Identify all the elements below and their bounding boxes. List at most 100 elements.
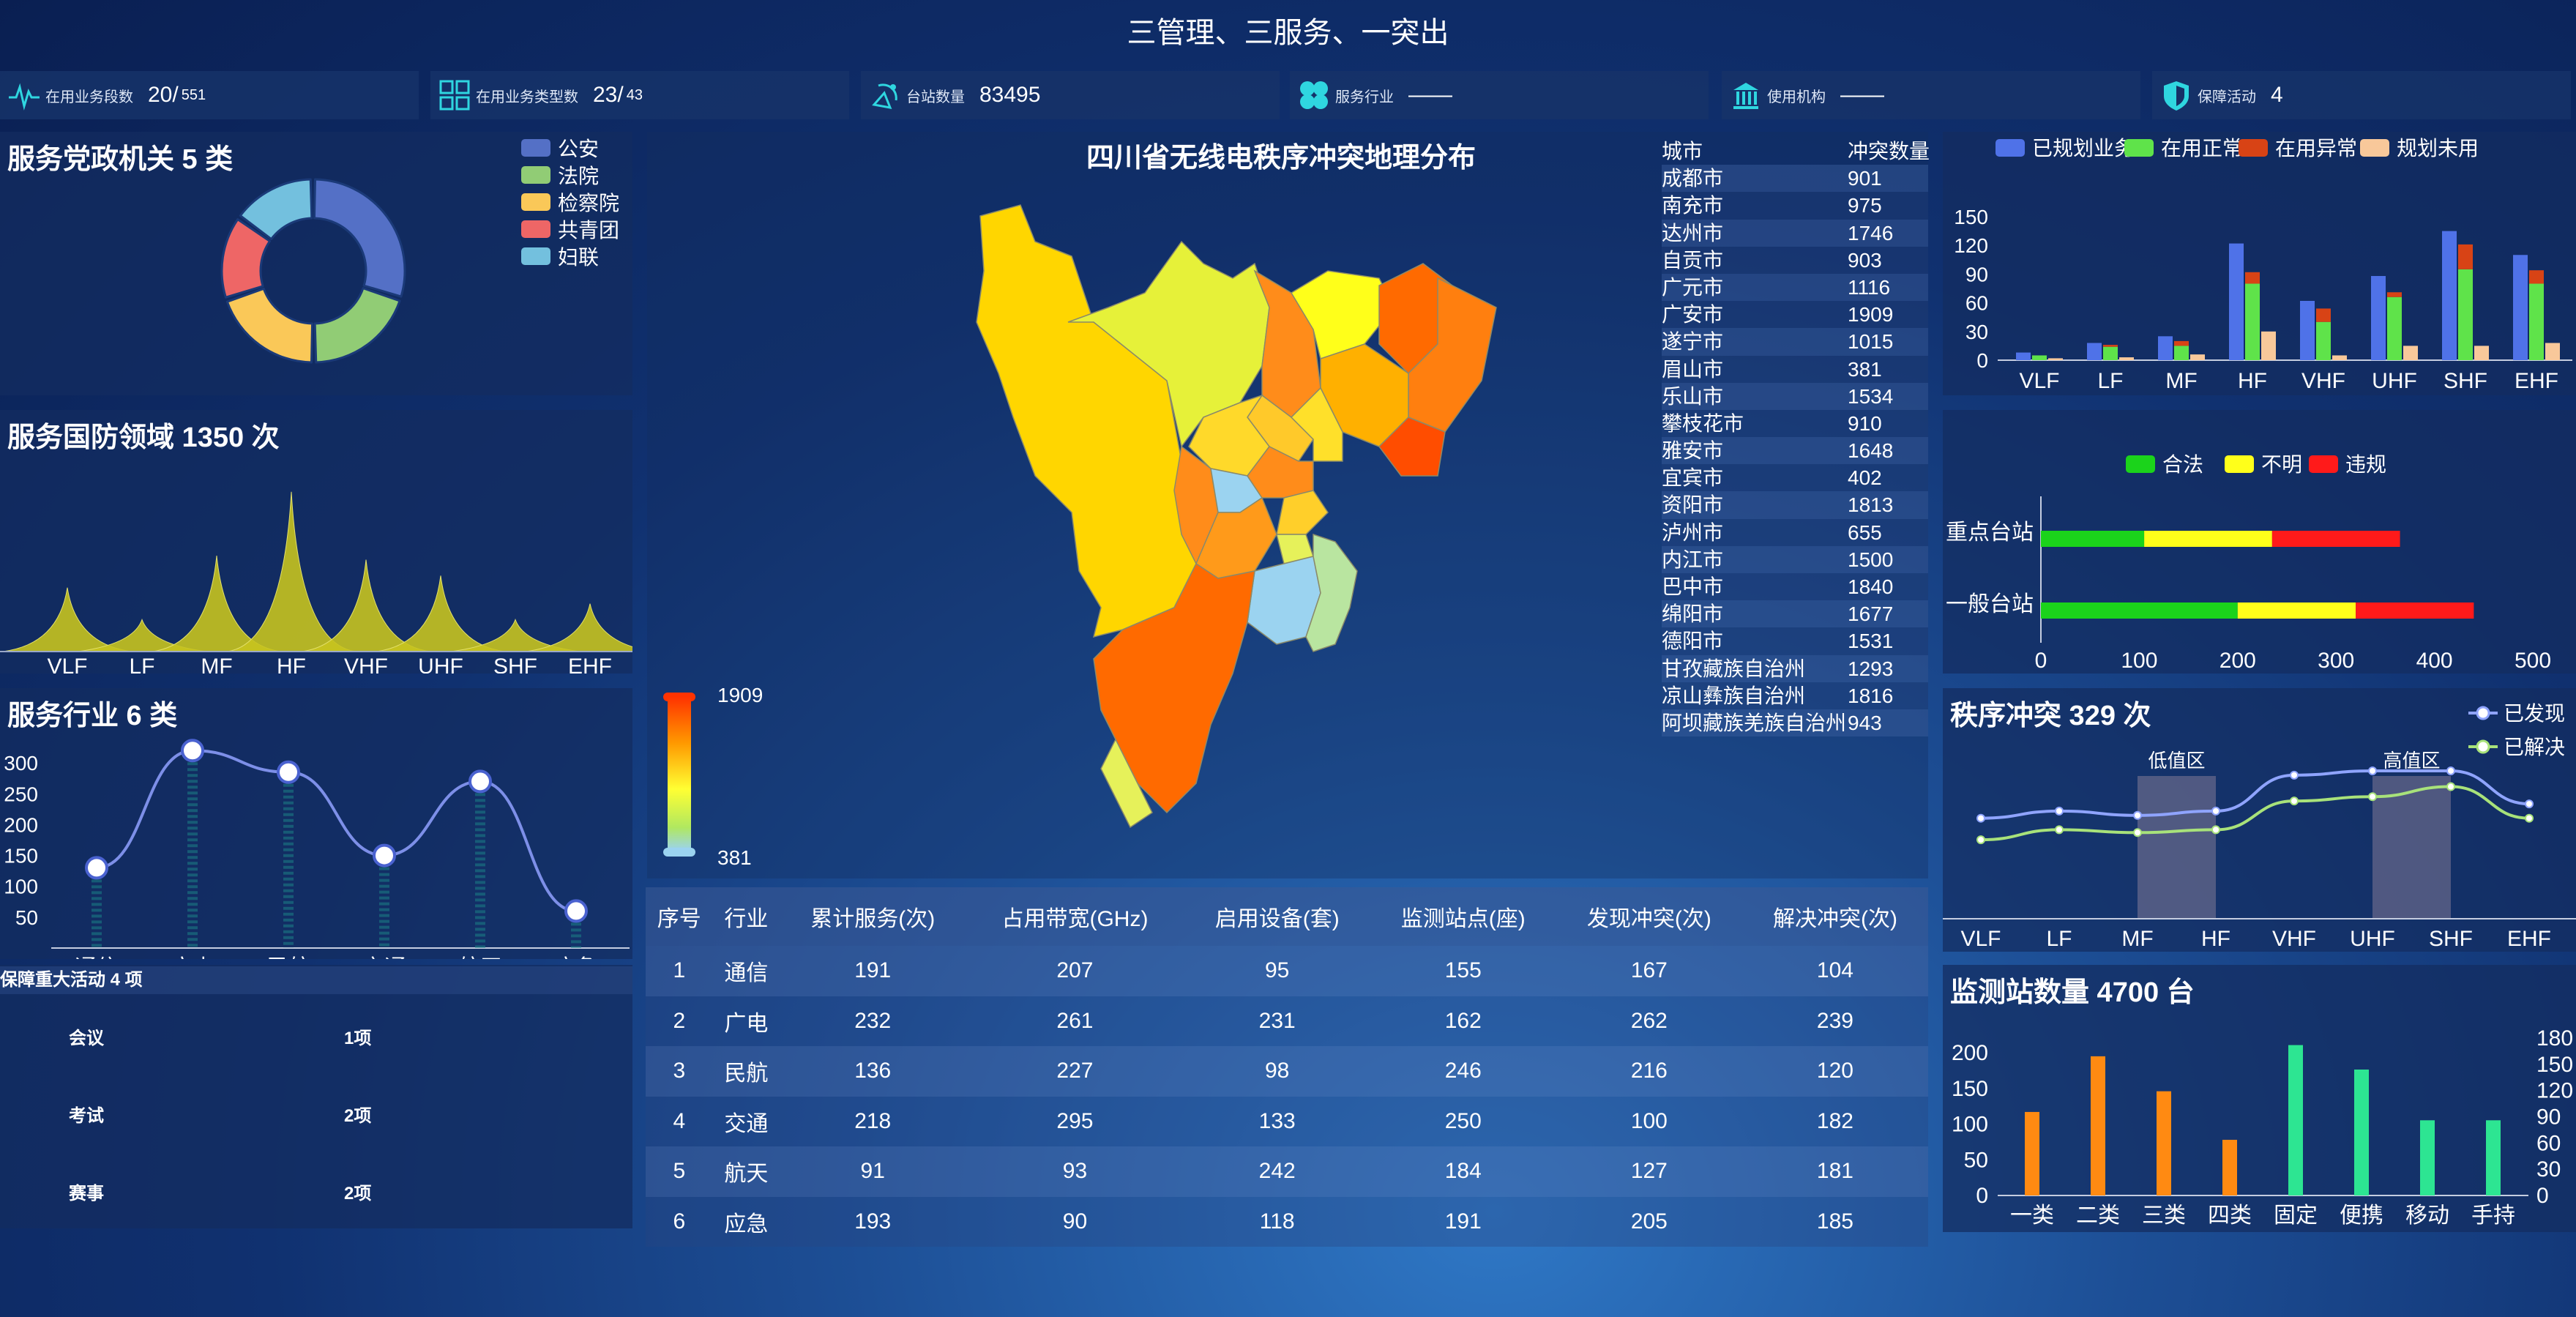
legend-marker[interactable]	[2476, 706, 2490, 720]
monitor-bar-3[interactable]	[2222, 1139, 2237, 1195]
table-row[interactable]: 5 航天 91 93 242 184 127 181	[646, 1146, 1928, 1197]
legend-swatch[interactable]	[2124, 139, 2154, 157]
conflict-point[interactable]	[1976, 813, 1985, 823]
legend-swatch[interactable]	[2225, 455, 2254, 473]
legend-label[interactable]: 已解决	[2504, 736, 2565, 758]
legend-label[interactable]: 已规划业务	[2032, 137, 2135, 160]
table-header-cell[interactable]: 行业	[712, 887, 780, 946]
conflict-point[interactable]	[2525, 813, 2534, 823]
table-row[interactable]: 6 应急 193 90 118 191 205 185	[646, 1196, 1928, 1247]
conflict-point[interactable]	[2446, 766, 2455, 775]
legend-label[interactable]: 不明	[2261, 453, 2302, 476]
monitor-bar-2[interactable]	[2157, 1091, 2171, 1195]
bar-abnormal-7[interactable]	[2529, 270, 2544, 284]
table-header-cell[interactable]: 发现冲突(次)	[1556, 887, 1742, 946]
legend-swatch[interactable]	[2309, 455, 2338, 473]
legend-swatch[interactable]	[1996, 139, 2025, 157]
pie-slice-1[interactable]	[313, 287, 401, 364]
monitor-bar-5[interactable]	[2354, 1070, 2369, 1195]
stack-segment-1-1[interactable]	[2237, 602, 2356, 619]
table-header-cell[interactable]: 启用设备(套)	[1184, 887, 1370, 946]
legend-label[interactable]: 已发现	[2504, 702, 2565, 725]
table-header-cell[interactable]: 占用带宽(GHz)	[966, 887, 1184, 946]
industry-point-2[interactable]	[277, 760, 300, 784]
industry-point-1[interactable]	[181, 739, 204, 763]
bar-planned-4[interactable]	[2300, 300, 2315, 360]
bar-normal-7[interactable]	[2529, 283, 2544, 360]
bar-abnormal-5[interactable]	[2387, 292, 2402, 297]
monitor-bar-0[interactable]	[2025, 1111, 2039, 1195]
pie-slice-3[interactable]	[220, 218, 272, 299]
area-peak-5[interactable]	[376, 575, 506, 652]
legend-swatch[interactable]	[2360, 139, 2389, 157]
table-row[interactable]: 4 交通 218 295 133 250 100 182	[646, 1096, 1928, 1146]
bar-normal-1[interactable]	[2103, 346, 2118, 360]
stack-segment-0-2[interactable]	[2271, 531, 2400, 547]
bar-normal-4[interactable]	[2316, 321, 2331, 360]
legend-item-1[interactable]: 法院	[521, 160, 599, 190]
conflict-point[interactable]	[2446, 782, 2455, 791]
legend-marker[interactable]	[2476, 739, 2490, 754]
legend-item-3[interactable]: 共青团	[521, 214, 619, 244]
bar-planned-6[interactable]	[2442, 231, 2457, 360]
conflict-point[interactable]	[2133, 828, 2142, 837]
bar-planned-0[interactable]	[2016, 352, 2031, 360]
conflict-point[interactable]	[2290, 770, 2299, 780]
area-peak-3[interactable]	[226, 491, 356, 652]
bar-normal-2[interactable]	[2174, 346, 2189, 360]
conflict-point[interactable]	[2525, 799, 2534, 809]
table-row[interactable]: 2 广电 232 261 231 162 262 239	[646, 996, 1928, 1046]
bar-unused-6[interactable]	[2474, 346, 2489, 360]
industry-point-0[interactable]	[85, 856, 108, 880]
bar-planned-7[interactable]	[2513, 255, 2528, 360]
table-row[interactable]: 1 通信 191 207 95 155 167 104	[646, 946, 1928, 996]
stack-segment-1-0[interactable]	[2041, 602, 2238, 619]
legend-swatch[interactable]	[2239, 139, 2268, 157]
legend-item-4[interactable]: 妇联	[521, 242, 599, 271]
bar-planned-3[interactable]	[2229, 243, 2244, 360]
table-row[interactable]: 3 民航 136 227 98 246 216 120	[646, 1046, 1928, 1097]
bar-unused-2[interactable]	[2190, 354, 2205, 360]
conflict-point[interactable]	[2133, 810, 2142, 820]
bar-unused-4[interactable]	[2332, 355, 2347, 360]
legend-label[interactable]: 在用异常	[2275, 137, 2357, 160]
bar-unused-1[interactable]	[2119, 357, 2134, 360]
monitor-bar-1[interactable]	[2091, 1056, 2105, 1195]
legend-label[interactable]: 违规	[2345, 453, 2386, 476]
bar-abnormal-4[interactable]	[2316, 308, 2331, 322]
legend-swatch[interactable]	[2126, 455, 2155, 473]
legend-label[interactable]: 合法	[2162, 453, 2203, 476]
monitor-bar-4[interactable]	[2288, 1045, 2303, 1195]
bar-planned-1[interactable]	[2087, 343, 2102, 360]
conflict-point[interactable]	[1976, 835, 1985, 845]
conflict-point[interactable]	[2290, 796, 2299, 806]
legend-item-0[interactable]: 公安	[521, 133, 599, 163]
bar-planned-2[interactable]	[2158, 336, 2173, 360]
bar-normal-3[interactable]	[2245, 283, 2260, 360]
conflict-point[interactable]	[2055, 825, 2064, 835]
pie-slice-2[interactable]	[225, 287, 314, 364]
industry-point-4[interactable]	[468, 769, 492, 794]
area-peak-7[interactable]	[525, 603, 632, 652]
table-header-cell[interactable]: 监测站点(座)	[1370, 887, 1556, 946]
industry-point-3[interactable]	[373, 843, 396, 868]
bar-abnormal-3[interactable]	[2245, 272, 2260, 284]
legend-item-2[interactable]: 检察院	[521, 187, 619, 217]
pie-slice-0[interactable]	[313, 178, 406, 298]
pie-slice-4[interactable]	[239, 178, 313, 241]
bar-unused-0[interactable]	[2048, 358, 2063, 360]
stack-segment-0-0[interactable]	[2041, 531, 2145, 547]
bar-unused-7[interactable]	[2545, 343, 2560, 360]
bar-unused-5[interactable]	[2403, 346, 2418, 360]
monitor-bar-7[interactable]	[2486, 1120, 2501, 1195]
conflict-point[interactable]	[2211, 825, 2220, 835]
monitor-bar-6[interactable]	[2420, 1120, 2435, 1195]
bar-abnormal-1[interactable]	[2103, 345, 2118, 347]
table-header-cell[interactable]: 累计服务(次)	[780, 887, 966, 946]
bar-normal-5[interactable]	[2387, 296, 2402, 360]
legend-label[interactable]: 在用正常	[2161, 137, 2243, 160]
scale-handle-bottom[interactable]	[663, 848, 695, 857]
bar-unused-3[interactable]	[2261, 331, 2276, 360]
bar-normal-6[interactable]	[2458, 269, 2473, 360]
legend-label[interactable]: 规划未用	[2397, 137, 2479, 160]
